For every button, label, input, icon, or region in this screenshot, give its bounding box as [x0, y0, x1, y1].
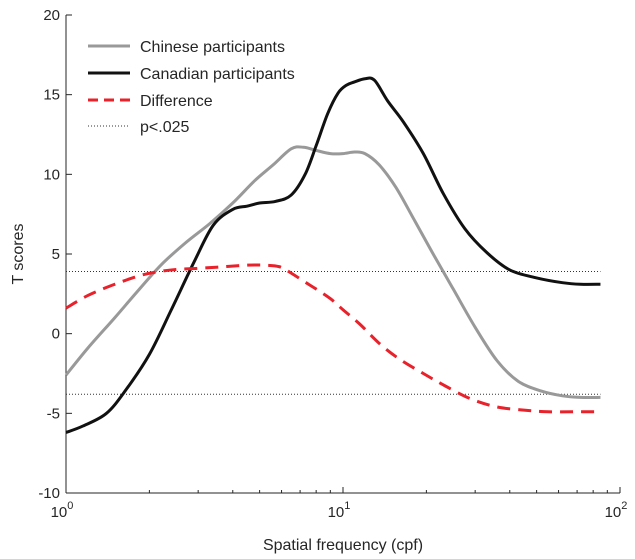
legend: Chinese participants Canadian participan… — [88, 39, 295, 136]
series — [64, 76, 601, 434]
x-tick-label: 100 — [51, 500, 74, 521]
legend-label-difference: Difference — [140, 93, 213, 110]
y-tick-label: 10 — [43, 166, 60, 183]
y-tick-label: -5 — [47, 405, 60, 422]
x-tick-label: 101 — [328, 500, 351, 521]
y-tick-label: -10 — [38, 485, 60, 502]
y-tick-label: 15 — [43, 87, 60, 104]
legend-label-chinese: Chinese participants — [140, 39, 285, 56]
y-tick-label: 5 — [52, 246, 60, 263]
x-ticks: 100 101 102 — [51, 487, 628, 521]
y-ticks: -10 -5 0 5 10 15 20 — [38, 7, 72, 502]
x-axis-label: Spatial frequency (cpf) — [263, 537, 423, 554]
legend-label-canadian: Canadian participants — [140, 66, 295, 83]
y-tick-label: 0 — [52, 326, 60, 343]
series-line-chinese — [64, 145, 601, 400]
series-line-difference — [65, 263, 601, 414]
series-line-canadian — [65, 76, 601, 434]
y-axis-label: T scores — [10, 223, 27, 284]
x-tick-label: 102 — [605, 500, 628, 521]
legend-label-threshold: p<.025 — [140, 119, 189, 136]
reference-lines — [66, 271, 601, 395]
y-tick-label: 20 — [43, 7, 60, 24]
